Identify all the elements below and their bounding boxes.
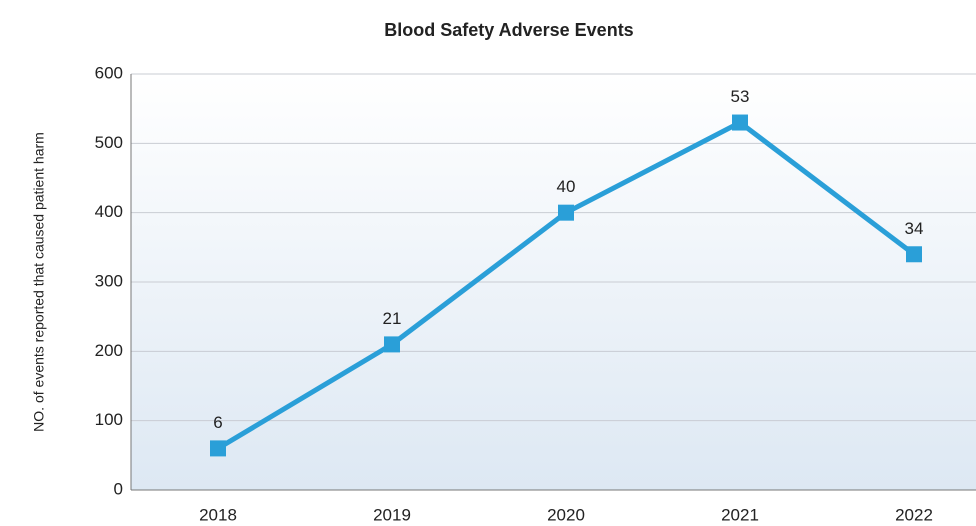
marker xyxy=(210,440,226,457)
x-tick-label: 2022 xyxy=(895,505,933,524)
marker xyxy=(384,336,400,353)
y-tick-label: 500 xyxy=(95,133,123,152)
data-label: 21 xyxy=(383,309,402,328)
data-label: 40 xyxy=(557,177,576,196)
data-label: 53 xyxy=(731,87,750,106)
marker xyxy=(558,204,574,221)
x-tick-label: 2018 xyxy=(199,505,237,524)
data-label: 34 xyxy=(905,219,924,238)
y-tick-label: 200 xyxy=(95,341,123,360)
chart-title: Blood Safety Adverse Events xyxy=(384,20,633,40)
y-axis-label: NO. of events reported that caused patie… xyxy=(31,132,47,432)
marker xyxy=(906,246,922,263)
data-label: 6 xyxy=(213,413,222,432)
y-tick-label: 600 xyxy=(95,63,123,82)
x-tick-label: 2019 xyxy=(373,505,411,524)
y-tick-label: 400 xyxy=(95,202,123,221)
marker xyxy=(732,114,748,131)
y-tick-label: 0 xyxy=(114,479,123,498)
y-tick-label: 100 xyxy=(95,410,123,429)
x-tick-label: 2021 xyxy=(721,505,759,524)
y-tick-label: 300 xyxy=(95,271,123,290)
x-tick-label: 2020 xyxy=(547,505,585,524)
